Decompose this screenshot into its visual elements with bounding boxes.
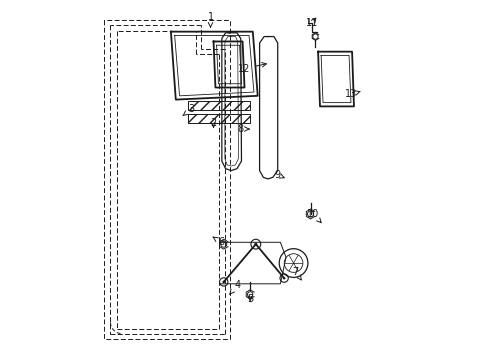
Text: 8: 8	[236, 124, 248, 134]
Text: 3: 3	[183, 104, 194, 116]
Text: 2: 2	[210, 118, 216, 129]
Text: 10: 10	[306, 209, 321, 222]
Circle shape	[254, 243, 257, 246]
Circle shape	[283, 277, 285, 279]
Text: 6: 6	[212, 237, 224, 247]
Text: 9: 9	[274, 170, 284, 180]
Text: 1: 1	[207, 12, 213, 27]
Text: 12: 12	[238, 63, 266, 74]
Text: 5: 5	[246, 294, 253, 304]
Text: 4: 4	[229, 280, 240, 294]
Text: 7: 7	[292, 267, 301, 280]
Circle shape	[222, 281, 224, 283]
Text: 13: 13	[344, 89, 359, 99]
Bar	[187, 114, 250, 123]
Text: 11: 11	[305, 18, 318, 28]
Bar	[187, 101, 250, 110]
